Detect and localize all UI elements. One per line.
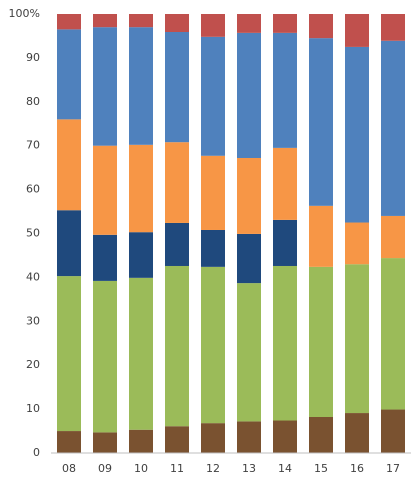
x-tick-label: 15 bbox=[314, 462, 328, 475]
bar-segment bbox=[165, 426, 189, 453]
y-tick-label: 10 bbox=[26, 402, 40, 415]
x-tick-label: 11 bbox=[170, 462, 184, 475]
bar-segment bbox=[273, 265, 297, 421]
y-tick-label: 50 bbox=[26, 227, 40, 240]
y-tick-label: 100% bbox=[9, 7, 40, 20]
bar-segment bbox=[57, 119, 81, 211]
bar-segment bbox=[345, 222, 369, 265]
bar-segment bbox=[273, 14, 297, 33]
bar-segment bbox=[57, 14, 81, 30]
bar-segment bbox=[273, 420, 297, 453]
bar-segment bbox=[93, 145, 117, 235]
bar-segment bbox=[57, 431, 81, 453]
x-tick-label: 10 bbox=[134, 462, 148, 475]
bar-segment bbox=[93, 14, 117, 28]
bar-segment bbox=[345, 46, 369, 223]
x-tick-label: 13 bbox=[242, 462, 256, 475]
bar-segment bbox=[57, 29, 81, 120]
bar-segment bbox=[381, 258, 405, 410]
bar-segment bbox=[93, 280, 117, 433]
y-tick-label: 30 bbox=[26, 314, 40, 327]
bar-segment bbox=[201, 14, 225, 37]
x-tick-label: 09 bbox=[98, 462, 112, 475]
bar-segment bbox=[309, 266, 333, 418]
bar-segment bbox=[345, 14, 369, 47]
bar-segment bbox=[273, 147, 297, 220]
bar-segment bbox=[129, 144, 153, 233]
x-tick-label: 16 bbox=[350, 462, 364, 475]
bar-segment bbox=[165, 222, 189, 266]
bar-segment bbox=[309, 205, 333, 267]
bar-segment bbox=[201, 266, 225, 424]
bar-segment bbox=[237, 421, 261, 453]
bar-segment bbox=[165, 142, 189, 223]
bar-segment bbox=[345, 413, 369, 453]
bar-segment bbox=[201, 155, 225, 230]
y-tick-label: 20 bbox=[26, 358, 40, 371]
bar-segment bbox=[93, 27, 117, 146]
bar-segment bbox=[309, 14, 333, 39]
bar-segment bbox=[93, 234, 117, 281]
bar-segment bbox=[165, 265, 189, 427]
bar-segment bbox=[129, 429, 153, 453]
bar-segment bbox=[129, 27, 153, 145]
bar-segment bbox=[93, 432, 117, 453]
bar-segment bbox=[237, 283, 261, 422]
x-tick-label: 08 bbox=[62, 462, 76, 475]
bar-segment bbox=[165, 14, 189, 32]
bar-segment bbox=[57, 276, 81, 432]
bar-segment bbox=[309, 38, 333, 206]
bar-segment bbox=[273, 32, 297, 148]
bar-segment bbox=[237, 157, 261, 234]
bar-segment bbox=[129, 277, 153, 430]
bar-segment bbox=[237, 14, 261, 33]
y-tick-label: 60 bbox=[26, 183, 40, 196]
bar-segment bbox=[381, 14, 405, 41]
bar-segment bbox=[201, 423, 225, 453]
y-tick-label: 90 bbox=[26, 51, 40, 64]
bar-segment bbox=[237, 233, 261, 284]
bar-segment bbox=[381, 40, 405, 216]
bar-segment bbox=[345, 264, 369, 414]
bar-segment bbox=[237, 32, 261, 158]
y-tick-label: 0 bbox=[33, 446, 40, 459]
bar-segment bbox=[201, 229, 225, 267]
x-tick-label: 17 bbox=[386, 462, 400, 475]
bar-segment bbox=[129, 232, 153, 278]
y-tick-label: 40 bbox=[26, 270, 40, 283]
y-tick-label: 70 bbox=[26, 139, 40, 152]
bar-segment bbox=[381, 409, 405, 453]
bar-segment bbox=[201, 36, 225, 156]
bar-segment bbox=[165, 31, 189, 143]
bar-segment bbox=[129, 14, 153, 28]
bar-segment bbox=[57, 210, 81, 277]
bar-segment bbox=[381, 215, 405, 259]
x-tick-label: 12 bbox=[206, 462, 220, 475]
x-tick-label: 14 bbox=[278, 462, 292, 475]
bar-segment bbox=[273, 219, 297, 266]
y-tick-label: 80 bbox=[26, 95, 40, 108]
bar-segment bbox=[309, 417, 333, 453]
